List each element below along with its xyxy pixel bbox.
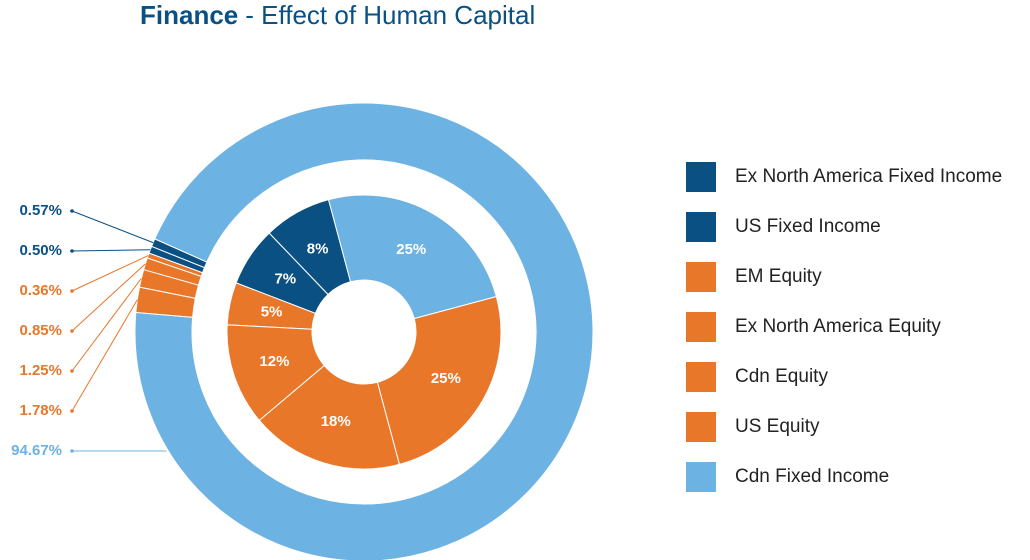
connector-dot [70,249,74,253]
donut-slice [135,286,196,318]
connector-line [71,210,154,244]
donut-slice [235,232,329,315]
connector-dot [70,329,74,333]
legend-swatch [686,462,716,492]
connector-line [71,255,149,292]
legend-swatch [686,312,716,342]
connector-line [71,263,146,332]
connector-line [71,278,142,372]
connector-line [71,299,138,412]
donut-slice [134,102,594,560]
legend-label: Cdn Fixed Income [735,466,889,487]
connector-line [71,249,151,252]
outer-label: 0.85% [19,322,62,339]
slice-label: 8% [307,241,329,258]
legend-label: US Equity [735,416,820,437]
connector-dot [70,449,74,453]
outer-label: 0.50% [19,242,62,259]
chart-title-group: Finance - Effect of Human Capital [140,0,535,30]
donut-slice [226,282,317,330]
donut-slice [226,324,325,422]
connector-dot [70,209,74,213]
donut-slice [143,257,202,286]
connector-dot [70,409,74,413]
connector-dot [70,369,74,373]
legend-swatch [686,362,716,392]
chart-subtitle: - Effect of Human Capital [245,0,535,30]
slice-label: 18% [321,413,351,430]
outer-label: 0.36% [19,282,62,299]
legend-label: US Fixed Income [735,216,881,237]
legend-label: Ex North America Fixed Income [735,166,1002,187]
legend-label: EM Equity [735,266,822,287]
legend-swatch [686,262,716,292]
slice-label: 12% [259,353,289,370]
donut-slice [138,269,200,299]
slice-label: 25% [431,370,461,387]
legend-swatch [686,212,716,242]
legend-label: Ex North America Equity [735,316,941,337]
slice-label: 7% [274,271,296,288]
donut-slice [376,295,502,465]
connector-dot [70,289,74,293]
legend-label: Cdn Equity [735,366,828,387]
slice-label: 5% [261,303,283,320]
donut-slice [258,364,401,470]
legend-swatch [686,412,716,442]
outer-label: 0.57% [19,202,62,219]
legend-swatch [686,162,716,192]
outer-label: 94.67% [11,442,62,459]
slice-label: 25% [396,241,426,258]
outer-label: 1.25% [19,362,62,379]
donut-slice [327,194,497,320]
outer-label: 1.78% [19,402,62,419]
chart-title: Finance [140,0,238,30]
